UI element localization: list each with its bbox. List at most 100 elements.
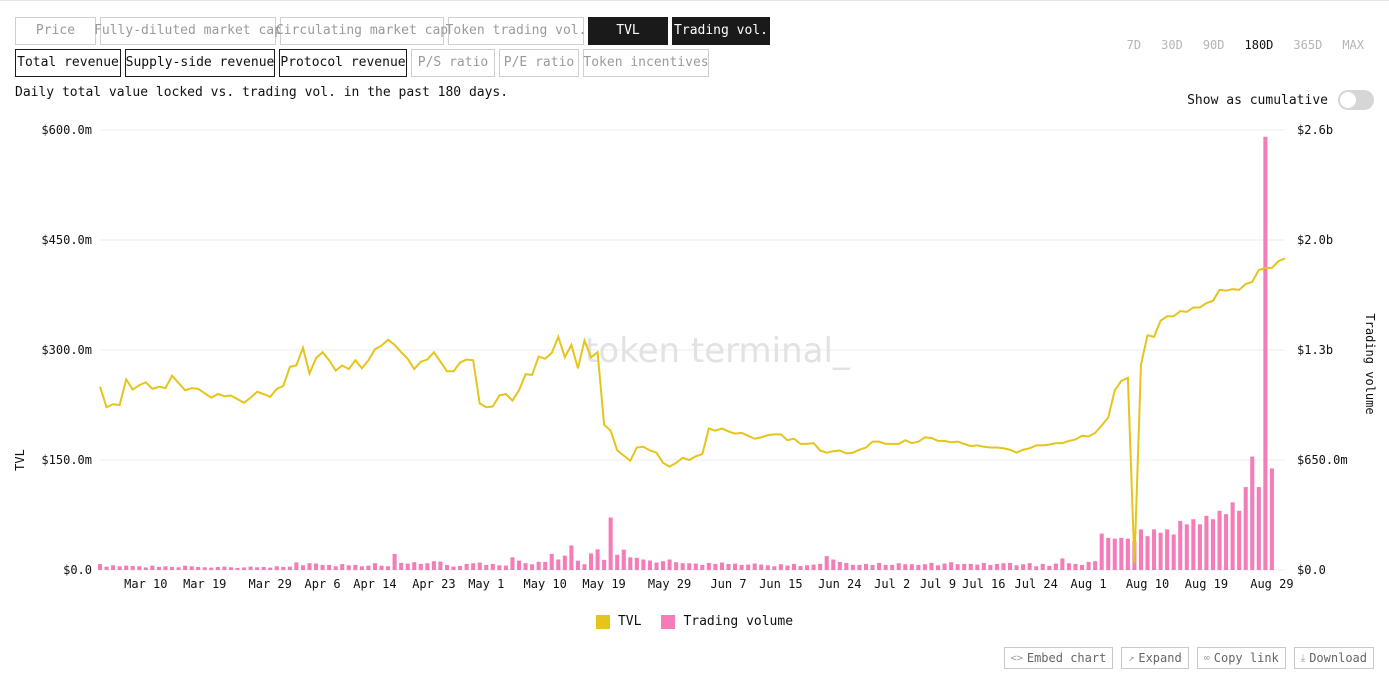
tvl-volume-chart: token terminal_ $0.0 $150.0m $300.0m $450.0… bbox=[13, 123, 1377, 591]
expand-button[interactable]: ↗ Expand bbox=[1121, 647, 1189, 669]
volume-bar bbox=[739, 564, 744, 570]
range-180d[interactable]: 180D bbox=[1244, 38, 1274, 52]
volume-bar bbox=[196, 566, 201, 570]
volume-bar bbox=[661, 561, 666, 570]
volume-bar bbox=[752, 563, 757, 570]
range-90d[interactable]: 90D bbox=[1202, 38, 1225, 52]
tab-circulating-market-cap[interactable]: Circulating market cap bbox=[276, 17, 448, 45]
volume-bar bbox=[209, 567, 214, 570]
legend-swatch-tvl bbox=[595, 614, 610, 629]
tab-ps-ratio[interactable]: P/S ratio bbox=[411, 49, 495, 77]
tab-token-incentives[interactable]: Token incentives bbox=[583, 49, 709, 77]
volume-bar bbox=[242, 567, 247, 570]
tvl-line bbox=[99, 257, 1286, 563]
volume-bar bbox=[130, 565, 135, 570]
x-tick-label: Apr 6 bbox=[305, 577, 341, 591]
volume-bar bbox=[634, 557, 639, 570]
volume-bar bbox=[189, 566, 194, 570]
volume-bar bbox=[477, 562, 482, 570]
expand-label: Expand bbox=[1138, 651, 1182, 665]
range-365d[interactable]: 365D bbox=[1293, 38, 1323, 52]
volume-bar bbox=[1053, 563, 1058, 570]
tab-supply-side-revenue[interactable]: Supply-side revenue bbox=[125, 49, 275, 77]
range-7d[interactable]: 7D bbox=[1126, 38, 1142, 52]
volume-bar bbox=[988, 564, 993, 570]
volume-bar bbox=[1093, 561, 1098, 570]
volume-bar bbox=[713, 563, 718, 570]
range-max[interactable]: MAX bbox=[1342, 38, 1364, 52]
volume-bar bbox=[733, 563, 738, 570]
tab-protocol-revenue[interactable]: Protocol revenue bbox=[279, 49, 407, 77]
volume-bar bbox=[1243, 487, 1248, 570]
volume-bar bbox=[117, 566, 122, 570]
cumulative-toggle-group: Show as cumulative bbox=[1187, 90, 1374, 110]
volume-bar bbox=[628, 557, 633, 570]
volume-bar bbox=[97, 564, 103, 570]
expand-icon: ↗ bbox=[1128, 652, 1135, 664]
tab-total-revenue[interactable]: Total revenue bbox=[15, 49, 121, 77]
volume-bar bbox=[1256, 487, 1261, 570]
tab-trading-vol[interactable]: Trading vol. bbox=[672, 17, 770, 45]
x-tick-label: Jul 9 bbox=[920, 577, 956, 591]
y-right-tick-label: $2.6b bbox=[1297, 123, 1333, 137]
volume-bar bbox=[1184, 524, 1189, 570]
x-tick-label: Apr 14 bbox=[353, 577, 396, 591]
volume-bar bbox=[955, 564, 960, 570]
volume-bar bbox=[791, 563, 797, 570]
volume-bar bbox=[399, 562, 404, 570]
volume-bar bbox=[248, 566, 253, 570]
volume-bar bbox=[431, 561, 436, 570]
volume-bar bbox=[706, 562, 711, 570]
volume-bar bbox=[510, 557, 515, 570]
embed-chart-button[interactable]: <> Embed chart bbox=[1003, 647, 1114, 669]
volume-bar bbox=[484, 564, 489, 570]
tab-token-trading-vol[interactable]: Token trading vol. bbox=[446, 17, 586, 45]
volume-bar bbox=[700, 564, 705, 570]
legend-item-tvl[interactable]: TVL bbox=[595, 614, 641, 629]
volume-bar bbox=[169, 566, 175, 570]
volume-bar bbox=[1073, 563, 1078, 570]
legend-item-trading-volume[interactable]: Trading volume bbox=[661, 614, 793, 629]
volume-bar bbox=[543, 561, 548, 570]
volume-bar bbox=[523, 563, 528, 570]
volume-bar bbox=[261, 566, 266, 570]
volume-bar bbox=[1217, 510, 1222, 570]
volume-bar bbox=[1047, 565, 1052, 570]
tab-pe-ratio[interactable]: P/E ratio bbox=[499, 49, 579, 77]
volume-bar bbox=[811, 564, 816, 570]
y-right-tick-label: $2.0b bbox=[1297, 233, 1333, 247]
x-tick-label: Mar 19 bbox=[183, 577, 226, 591]
cumulative-toggle[interactable] bbox=[1338, 90, 1374, 110]
volume-bar bbox=[1125, 538, 1130, 570]
volume-bar bbox=[857, 564, 862, 570]
volume-bar bbox=[235, 567, 240, 570]
x-tick-label: Aug 10 bbox=[1126, 577, 1169, 591]
volume-bar bbox=[746, 564, 751, 570]
x-tick-label: Aug 1 bbox=[1071, 577, 1107, 591]
copy-link-button[interactable]: ∞ Copy link bbox=[1196, 647, 1286, 669]
volume-bar bbox=[890, 564, 895, 570]
volume-bar bbox=[1027, 563, 1032, 570]
volume-bar bbox=[588, 553, 594, 570]
volume-bar bbox=[798, 565, 803, 570]
tab-price[interactable]: Price bbox=[15, 17, 96, 45]
volume-bar bbox=[785, 565, 790, 570]
volume-bar bbox=[392, 553, 397, 570]
volume-bar bbox=[287, 566, 292, 570]
volume-bar bbox=[1021, 564, 1026, 570]
range-30d[interactable]: 30D bbox=[1161, 38, 1183, 52]
volume-bar bbox=[962, 563, 967, 570]
volume-bar bbox=[1197, 524, 1202, 570]
volume-bar bbox=[569, 545, 574, 570]
volume-bar bbox=[111, 565, 116, 570]
volume-bar bbox=[608, 517, 613, 570]
volume-bar bbox=[1224, 514, 1229, 570]
download-button[interactable]: ⤓ Download bbox=[1293, 647, 1374, 669]
volume-bar bbox=[1269, 468, 1274, 570]
volume-bar bbox=[582, 564, 587, 570]
volume-bar bbox=[831, 559, 836, 570]
volume-bar bbox=[405, 563, 410, 570]
tab-tvl[interactable]: TVL bbox=[588, 17, 668, 45]
volume-bar bbox=[837, 561, 842, 570]
tab-fully-diluted-market-cap[interactable]: Fully-diluted market cap bbox=[94, 17, 282, 45]
